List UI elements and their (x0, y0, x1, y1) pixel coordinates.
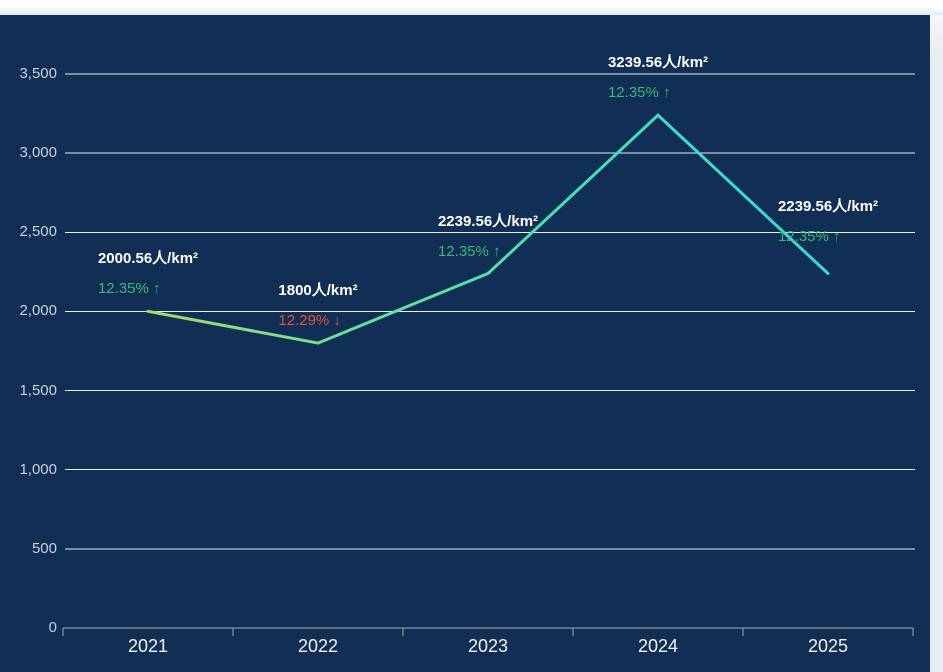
y-axis-tick-label: 0 (48, 619, 57, 636)
point-value-label: 2239.56人/km² (777, 197, 879, 215)
window-top-edge (0, 0, 943, 15)
x-axis-tick-label: 2023 (467, 636, 509, 656)
x-axis-tick-label: 2024 (637, 636, 679, 656)
x-axis-tick-label: 2025 (807, 636, 849, 656)
point-value-label: 1800人/km² (278, 282, 358, 300)
data-point-label: 3239.56人/km² 12.35% ↑ (608, 48, 708, 108)
y-axis-tick-label: 1,000 (19, 460, 57, 478)
y-axis-tick-label: 2,000 (19, 302, 57, 320)
point-change-label: 12.35% ↑ (437, 242, 501, 260)
y-axis-tick-label: 2,500 (19, 223, 57, 241)
data-point-label: 1800人/km² 12.29% ↓ (278, 276, 357, 336)
y-axis-tick-label: 1,500 (19, 381, 57, 399)
y-axis-tick-label: 3,000 (19, 144, 57, 162)
data-point-label: 2239.56人/km² 12.35% ↑ (438, 207, 538, 267)
data-point-label: 2239.56人/km² 12.35% ↑ (778, 192, 878, 252)
point-change-label: 12.29% ↓ (278, 312, 341, 330)
point-value-label: 3239.56人/km² (607, 54, 709, 72)
scrollbar-track[interactable] (930, 15, 943, 672)
series-line[interactable] (146, 113, 830, 345)
point-change-label: 12.35% ↑ (97, 280, 161, 298)
x-axis-tick-label: 2022 (297, 636, 339, 656)
data-point-label: 2000.56人/km² 12.35% ↑ (98, 244, 198, 304)
point-change-label: 12.35% ↑ (607, 84, 671, 102)
y-axis-tick-label: 500 (31, 539, 57, 557)
x-axis-tick-label: 2021 (127, 636, 169, 656)
point-change-label: 12.35% ↑ (777, 227, 841, 245)
y-axis-tick-label: 3,500 (19, 65, 57, 82)
point-value-label: 2000.56人/km² (97, 250, 199, 268)
point-value-label: 2239.56人/km² (437, 212, 539, 230)
